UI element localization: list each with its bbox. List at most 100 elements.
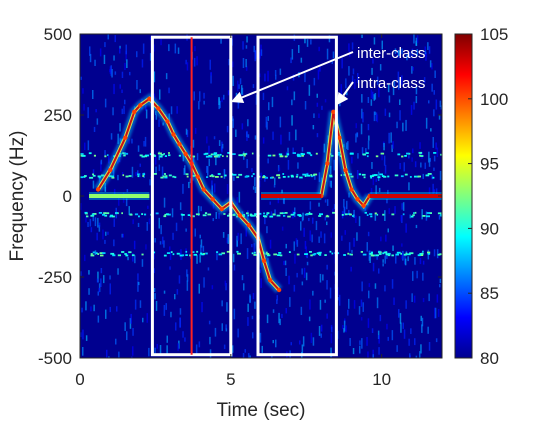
noise-speck: [108, 155, 110, 164]
noise-speck: [330, 180, 332, 188]
band-dot: [251, 175, 253, 178]
band-dot: [309, 251, 312, 253]
noise-speck: [316, 102, 319, 107]
noise-speck: [212, 218, 214, 222]
band-dot: [163, 254, 167, 257]
noise-speck: [411, 157, 413, 162]
noise-speck: [422, 272, 424, 281]
band-dot: [102, 213, 106, 216]
band-dot: [278, 176, 281, 179]
noise-speck: [285, 243, 287, 249]
noise-speck: [361, 147, 364, 154]
band-dot: [206, 176, 209, 178]
band-dot: [192, 155, 196, 158]
band-dot: [160, 176, 164, 179]
band-dot: [318, 251, 322, 254]
noise-speck: [294, 253, 296, 264]
band-dot: [362, 253, 367, 256]
band-dot: [276, 174, 280, 177]
band-dot: [246, 212, 249, 215]
noise-speck: [396, 121, 398, 129]
noise-speck: [239, 78, 242, 85]
noise-speck: [341, 235, 343, 241]
noise-speck: [375, 178, 377, 182]
noise-speck: [401, 252, 403, 260]
band-dot: [145, 154, 149, 157]
band-dot: [421, 252, 424, 255]
noise-speck: [347, 309, 349, 316]
band-dot: [404, 173, 408, 176]
noise-speck: [353, 300, 356, 309]
band-dot: [251, 252, 254, 255]
band-dot: [395, 253, 399, 256]
noise-speck: [142, 43, 145, 54]
noise-speck: [227, 234, 229, 244]
noise-speck: [351, 156, 353, 164]
noise-speck: [350, 266, 352, 272]
noise-speck: [85, 335, 88, 341]
y-tick-label: 0: [63, 187, 72, 206]
noise-speck: [299, 340, 301, 345]
colorbar-tick-label: 105: [480, 25, 508, 44]
noise-speck: [252, 186, 255, 190]
colorbar: [454, 33, 473, 359]
noise-speck: [438, 215, 441, 220]
band-dot: [237, 252, 241, 255]
band-dot: [329, 250, 332, 253]
ridge-point: [349, 187, 354, 192]
noise-speck: [424, 50, 427, 55]
noise-speck: [278, 312, 280, 324]
band-dot: [265, 176, 268, 179]
band-dot: [282, 173, 285, 175]
noise-speck: [169, 266, 171, 270]
noise-speck: [361, 338, 363, 349]
band-dot: [191, 155, 194, 158]
noise-speck: [405, 223, 407, 233]
noise-speck: [279, 318, 281, 326]
band-dot: [383, 175, 387, 178]
noise-speck: [114, 35, 116, 43]
noise-speck: [358, 306, 361, 315]
noise-speck: [177, 47, 180, 54]
noise-speck: [420, 315, 422, 321]
band-dot: [279, 155, 284, 158]
noise-speck: [141, 59, 144, 68]
band-dot: [222, 155, 224, 157]
noise-speck: [285, 308, 287, 314]
band-dot: [374, 212, 377, 215]
noise-speck: [141, 259, 144, 267]
noise-speck: [355, 123, 357, 129]
band-dot: [379, 173, 383, 176]
noise-speck: [241, 85, 243, 95]
band-dot: [400, 252, 402, 255]
ridge-point: [156, 106, 161, 111]
band-dot: [98, 212, 103, 214]
noise-speck: [272, 131, 274, 140]
ridge-point: [95, 187, 101, 192]
ridge-point: [177, 142, 182, 147]
noise-speck: [348, 66, 350, 76]
noise-speck: [323, 143, 326, 153]
noise-speck: [379, 64, 382, 71]
noise-speck: [237, 328, 239, 338]
noise-speck: [163, 240, 165, 248]
noise-speck: [238, 191, 241, 203]
band-dot: [361, 173, 366, 176]
noise-speck: [326, 280, 328, 290]
noise-speck: [318, 46, 320, 52]
noise-speck: [398, 309, 400, 318]
noise-speck: [277, 165, 280, 172]
band-dot: [100, 254, 104, 257]
noise-speck: [266, 314, 269, 324]
ridge-point: [195, 174, 200, 179]
band-dot: [290, 174, 294, 177]
window-box-2: [256, 35, 338, 357]
band-dot: [216, 251, 219, 253]
noise-speck: [361, 94, 363, 103]
band-dot: [254, 251, 256, 254]
noise-speck: [285, 151, 288, 155]
noise-speck: [233, 264, 236, 271]
noise-speck: [105, 309, 107, 319]
noise-speck: [267, 158, 269, 164]
